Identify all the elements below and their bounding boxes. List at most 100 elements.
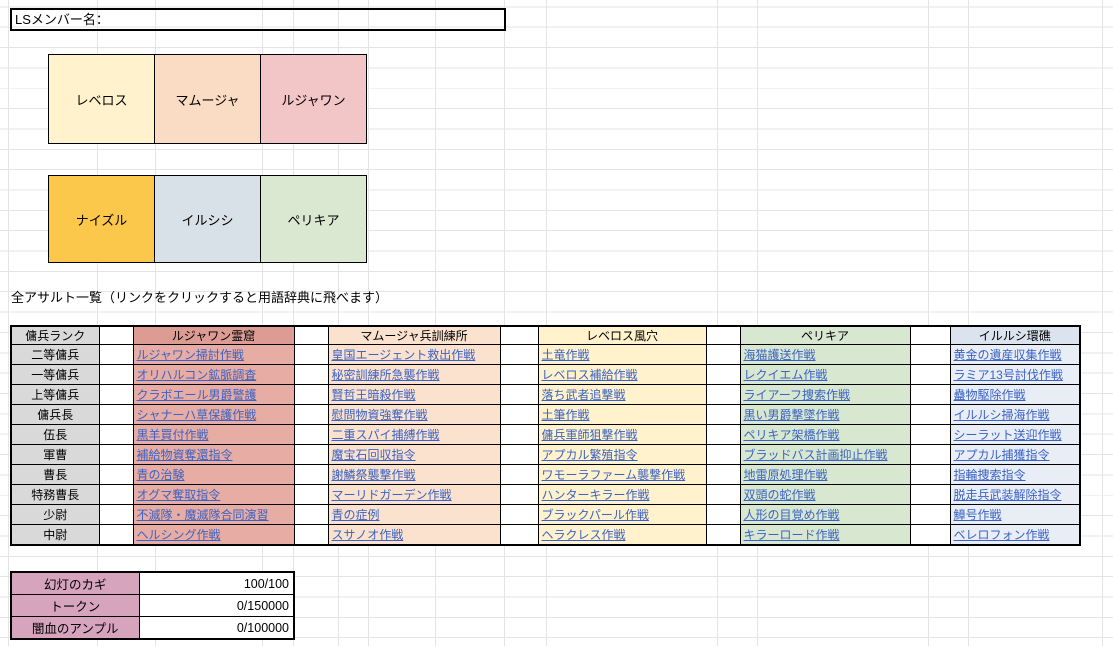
mission-link[interactable]: 海猫護送作戦 xyxy=(743,348,816,362)
mission-link[interactable]: ルジャワン掃討作戦 xyxy=(136,348,244,362)
mission-link[interactable]: オリハルコン鉱脈調査 xyxy=(136,368,257,382)
mission-link[interactable]: シーラット送迎作戦 xyxy=(953,428,1062,442)
spacer-cell xyxy=(499,444,539,465)
mission-link[interactable]: ライアーフ捜索作戦 xyxy=(743,388,851,402)
mission-link[interactable]: ペリキア架橋作戦 xyxy=(743,428,840,442)
mission-link[interactable]: イルルシ掃海作戦 xyxy=(953,408,1050,422)
spacer-cell xyxy=(293,424,329,445)
rank-cell: 傭兵長 xyxy=(10,404,100,425)
assault-list-title: 全アサルト一覧（リンクをクリックすると用語辞典に飛べます） xyxy=(11,290,389,305)
mission-cell: 黒羊買付作戦 xyxy=(132,424,295,445)
mission-link[interactable]: 人形の目覚め作戦 xyxy=(743,508,840,522)
spacer-cell xyxy=(293,444,329,465)
mission-cell: 黄金の遺産収集作戦 xyxy=(949,344,1081,365)
currency-value-cell[interactable]: 100/100 xyxy=(138,571,295,595)
gridline xyxy=(928,0,929,646)
currency-label-cell: 幻灯のカギ xyxy=(10,571,140,595)
spacer-cell xyxy=(499,424,539,445)
mission-link[interactable]: 秘密訓練所急襲作戦 xyxy=(331,368,440,382)
mission-link[interactable]: スサノオ作戦 xyxy=(331,527,404,542)
spacer-cell xyxy=(293,524,329,545)
mission-link[interactable]: 二重スパイ捕縛作戦 xyxy=(331,428,440,442)
spacer-cell xyxy=(98,325,134,345)
spacer-cell xyxy=(909,504,951,525)
mission-link[interactable]: 鱆号作戦 xyxy=(953,508,1002,522)
mission-link[interactable]: ベレロフォン作戦 xyxy=(953,527,1050,542)
ls-member-name-box[interactable]: LSメンバー名： xyxy=(10,8,506,31)
mission-link[interactable]: 黒羊買付作戦 xyxy=(136,428,209,442)
mission-link[interactable]: シャナーハ草保護作戦 xyxy=(136,408,257,422)
mission-link[interactable]: ブラッドバス計画抑止作戦 xyxy=(743,448,888,462)
mission-link[interactable]: 地雷原処理作戦 xyxy=(743,468,828,482)
mission-link[interactable]: 青の症例 xyxy=(331,508,380,522)
mission-link[interactable]: レベロス補給作戦 xyxy=(541,368,638,382)
gridline xyxy=(8,0,9,646)
mission-link[interactable]: ブラックパール作戦 xyxy=(541,508,649,522)
member-name-cell: レベロス xyxy=(48,54,155,144)
mission-link[interactable]: ワモーラファーム襲撃作戦 xyxy=(541,468,686,482)
mission-link[interactable]: 双頭の蛇作戦 xyxy=(743,488,816,502)
mission-link[interactable]: ハンターキラー作戦 xyxy=(541,488,650,502)
spacer-cell xyxy=(909,344,951,365)
column-header-rank: 傭兵ランク xyxy=(10,325,100,345)
member-name-label: イルシシ xyxy=(181,212,234,228)
mission-link[interactable]: ヘラクレス作戦 xyxy=(541,527,626,542)
spacer-cell xyxy=(499,524,539,545)
member-box-row-1: レベロス マムージャ ルジャワン xyxy=(48,54,367,144)
mission-link[interactable]: 指輪捜索指令 xyxy=(953,468,1026,482)
assault-row: 軍曹 補給物資奪還指令 魔宝石回収指令 アプカル繁殖指令 ブラッドバス計画抑止作戦 アプカ… xyxy=(10,444,1081,465)
mission-link[interactable]: アプカル繁殖指令 xyxy=(541,448,638,462)
mission-link[interactable]: 慰問物資強奪作戦 xyxy=(331,408,428,422)
mission-link[interactable]: アプカル捕獲指令 xyxy=(953,448,1050,462)
ls-member-name-label: LSメンバー名： xyxy=(15,12,109,27)
mission-cell: クラボエール男爵警護 xyxy=(132,384,295,405)
gridline xyxy=(435,0,436,646)
currency-value-cell[interactable]: 0/100000 xyxy=(138,616,295,640)
mission-link[interactable]: ラミア13号討伐作戦 xyxy=(953,368,1063,382)
mission-link[interactable]: 皇国エージェント救出作戦 xyxy=(331,348,476,362)
spacer-cell xyxy=(98,444,134,465)
mission-link[interactable]: 魔宝石回収指令 xyxy=(331,448,416,462)
mission-link[interactable]: 落ち武者追撃戦 xyxy=(541,388,626,402)
mission-link[interactable]: 黄金の遺産収集作戦 xyxy=(953,348,1062,362)
assault-header-row: 傭兵ランク ルジャワン霊窟 マムージャ兵訓練所 レベロス風穴 ペリキア イルルシ環礁 xyxy=(10,325,1081,345)
rank-cell: 少尉 xyxy=(10,504,100,525)
currency-value-cell[interactable]: 0/150000 xyxy=(138,594,295,617)
mission-cell: ハンターキラー作戦 xyxy=(537,484,707,505)
spacer-cell xyxy=(705,484,741,505)
spacer-cell xyxy=(98,524,134,545)
mission-link[interactable]: 賢哲王暗殺作戦 xyxy=(331,388,416,402)
mission-cell: ルジャワン掃討作戦 xyxy=(132,344,295,365)
mission-link[interactable]: 脱走兵武装解除指令 xyxy=(953,488,1062,502)
mission-link[interactable]: クラボエール男爵警護 xyxy=(136,388,257,402)
mission-link[interactable]: 蠱物駆除作戦 xyxy=(953,388,1026,402)
mission-cell: 補給物資奪還指令 xyxy=(132,444,295,465)
mission-cell: 人形の目覚め作戦 xyxy=(739,504,911,525)
mission-cell: レベロス補給作戦 xyxy=(537,364,707,385)
rank-cell: 曹長 xyxy=(10,464,100,485)
mission-cell: 二重スパイ捕縛作戦 xyxy=(327,424,501,445)
mission-link[interactable]: キラーロード作戦 xyxy=(743,527,840,542)
mission-link[interactable]: マーリドガーデン作戦 xyxy=(331,488,452,502)
gridline xyxy=(968,0,969,646)
mission-link[interactable]: 不滅隊・魔滅隊合同演習 xyxy=(136,508,269,522)
mission-link[interactable]: レクイエム作戦 xyxy=(743,368,828,382)
mission-link[interactable]: 謝鱗祭襲撃作戦 xyxy=(331,468,416,482)
mission-cell: レクイエム作戦 xyxy=(739,364,911,385)
spacer-cell xyxy=(98,504,134,525)
spacer-cell xyxy=(705,504,741,525)
spacer-cell xyxy=(499,384,539,405)
mission-link[interactable]: ヘルシング作戦 xyxy=(136,527,221,542)
member-name-label: ルジャワン xyxy=(281,92,346,108)
mission-cell: 指輪捜索指令 xyxy=(949,464,1081,485)
mission-link[interactable]: 傭兵軍師狙撃作戦 xyxy=(541,428,638,442)
mission-link[interactable]: 土竜作戦 xyxy=(541,348,590,362)
spacer-cell xyxy=(499,344,539,365)
mission-link[interactable]: 補給物資奪還指令 xyxy=(136,448,233,462)
mission-link[interactable]: 土筆作戦 xyxy=(541,408,590,422)
mission-link[interactable]: 黒い男爵撃墜作戦 xyxy=(743,408,840,422)
mission-link[interactable]: オグマ奪取指令 xyxy=(136,488,221,502)
mission-cell: ヘルシング作戦 xyxy=(132,524,295,545)
mission-cell: 蠱物駆除作戦 xyxy=(949,384,1081,405)
mission-link[interactable]: 青の治験 xyxy=(136,468,185,482)
